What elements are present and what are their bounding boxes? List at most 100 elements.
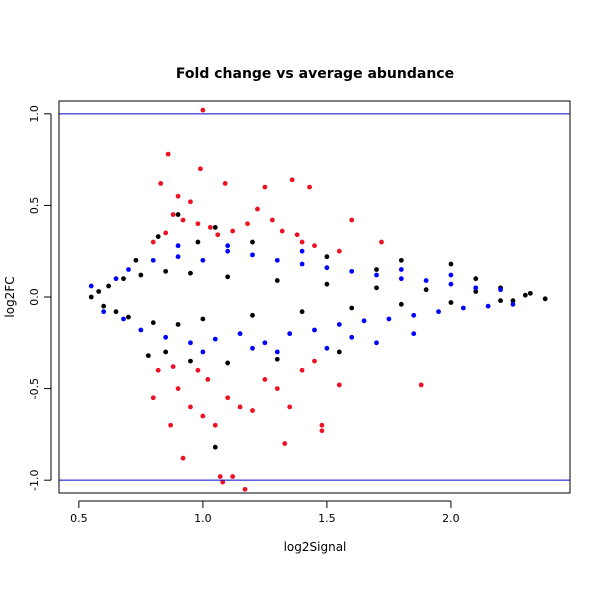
data-point [379,239,384,245]
data-point [460,305,466,311]
data-point [217,474,223,479]
data-point [200,349,206,355]
data-point [126,267,131,272]
data-point [282,441,288,446]
data-point [133,257,139,263]
data-point [485,303,491,309]
y-axis: -1.0 -0.5 0.0 0.5 1.0 [28,105,52,491]
data-point [175,386,181,391]
data-point [336,248,342,254]
data-point [225,274,231,280]
data-point [319,422,325,428]
data-point [175,322,181,327]
y-tick-label: -0.5 [28,378,41,399]
data-point [349,217,355,223]
data-point [473,289,479,294]
x-axis: 0.5 1.0 1.5 2.0 [70,500,460,525]
data-point [473,276,479,282]
data-point [195,221,201,227]
data-point [225,395,231,401]
data-point [212,444,218,450]
data-point [88,294,94,300]
data-point [175,243,181,249]
data-point [250,239,255,245]
data-point [262,340,268,346]
x-tick-label: 1.5 [318,512,336,525]
data-point [386,316,392,322]
data-point [336,322,342,327]
data-point [262,184,268,190]
data-point [113,309,119,315]
data-point [168,422,174,428]
data-point [200,107,206,113]
y-tick-label: 1.0 [28,105,41,123]
data-point [498,287,503,293]
data-point [175,193,181,199]
data-point [138,327,144,333]
data-point [398,301,404,307]
y-tick-label: 0.5 [28,197,41,215]
data-point [212,336,218,342]
data-point [155,367,161,373]
data-point [106,283,112,289]
data-point [299,261,305,267]
data-point [299,239,305,245]
data-point [250,408,255,413]
data-point [96,289,102,294]
data-point [101,309,107,315]
data-point [220,479,226,485]
data-point [188,270,193,276]
data-point [207,224,213,230]
data-point [180,455,186,461]
data-point [336,382,342,388]
data-point [188,404,193,410]
data-point [287,331,293,337]
data-point [138,272,144,278]
data-point [163,349,169,355]
data-point [527,290,533,296]
x-tick-label: 2.0 [442,512,460,525]
data-point [274,349,280,355]
data-point [101,303,107,309]
data-point [287,404,293,410]
data-point [212,422,218,428]
data-point [225,248,231,254]
data-point [225,243,231,249]
data-point [522,292,528,298]
x-tick-label: 1.0 [194,512,212,525]
data-point [269,217,275,223]
data-point [188,340,193,346]
data-point [237,331,243,337]
data-point [170,364,176,370]
data-point [150,239,156,245]
data-point [307,184,312,190]
data-point [237,404,243,410]
data-point [200,316,206,322]
data-point [361,318,367,324]
data-point [510,301,516,307]
data-point [242,486,248,492]
data-point [349,268,355,274]
data-point [158,181,164,186]
data-point [349,334,355,340]
data-point [423,287,429,293]
data-point [324,345,330,351]
data-point [188,199,193,205]
data-point [126,314,131,320]
data-point [423,278,429,283]
data-point [312,327,317,333]
data-point [299,367,305,373]
data-point [436,309,441,315]
data-point [473,285,479,291]
data-point [411,312,417,318]
data-point [230,474,236,479]
data-point [324,281,330,287]
data-point [262,377,268,382]
data-point [279,228,285,234]
x-axis-label: log2Signal [284,540,347,554]
data-point [180,217,186,223]
y-tick-label: -1.0 [28,469,41,490]
data-point [150,320,156,326]
data-point [155,234,161,239]
